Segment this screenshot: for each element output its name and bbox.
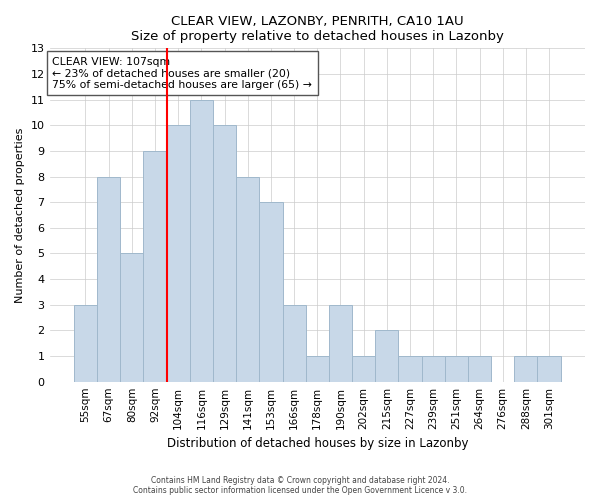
Bar	[236, 176, 259, 382]
Bar	[120, 254, 143, 382]
Bar	[422, 356, 445, 382]
Bar	[74, 305, 97, 382]
Bar	[445, 356, 468, 382]
Bar	[352, 356, 375, 382]
Bar	[143, 151, 167, 382]
Bar	[167, 126, 190, 382]
Title: CLEAR VIEW, LAZONBY, PENRITH, CA10 1AU
Size of property relative to detached hou: CLEAR VIEW, LAZONBY, PENRITH, CA10 1AU S…	[131, 15, 504, 43]
Text: CLEAR VIEW: 107sqm
← 23% of detached houses are smaller (20)
75% of semi-detache: CLEAR VIEW: 107sqm ← 23% of detached hou…	[52, 56, 312, 90]
Bar	[213, 126, 236, 382]
Bar	[538, 356, 560, 382]
Bar	[375, 330, 398, 382]
Y-axis label: Number of detached properties: Number of detached properties	[15, 128, 25, 302]
Text: Contains HM Land Registry data © Crown copyright and database right 2024.
Contai: Contains HM Land Registry data © Crown c…	[133, 476, 467, 495]
Bar	[305, 356, 329, 382]
X-axis label: Distribution of detached houses by size in Lazonby: Distribution of detached houses by size …	[167, 437, 468, 450]
Bar	[514, 356, 538, 382]
Bar	[97, 176, 120, 382]
Bar	[468, 356, 491, 382]
Bar	[329, 305, 352, 382]
Bar	[283, 305, 305, 382]
Bar	[259, 202, 283, 382]
Bar	[190, 100, 213, 382]
Bar	[398, 356, 422, 382]
